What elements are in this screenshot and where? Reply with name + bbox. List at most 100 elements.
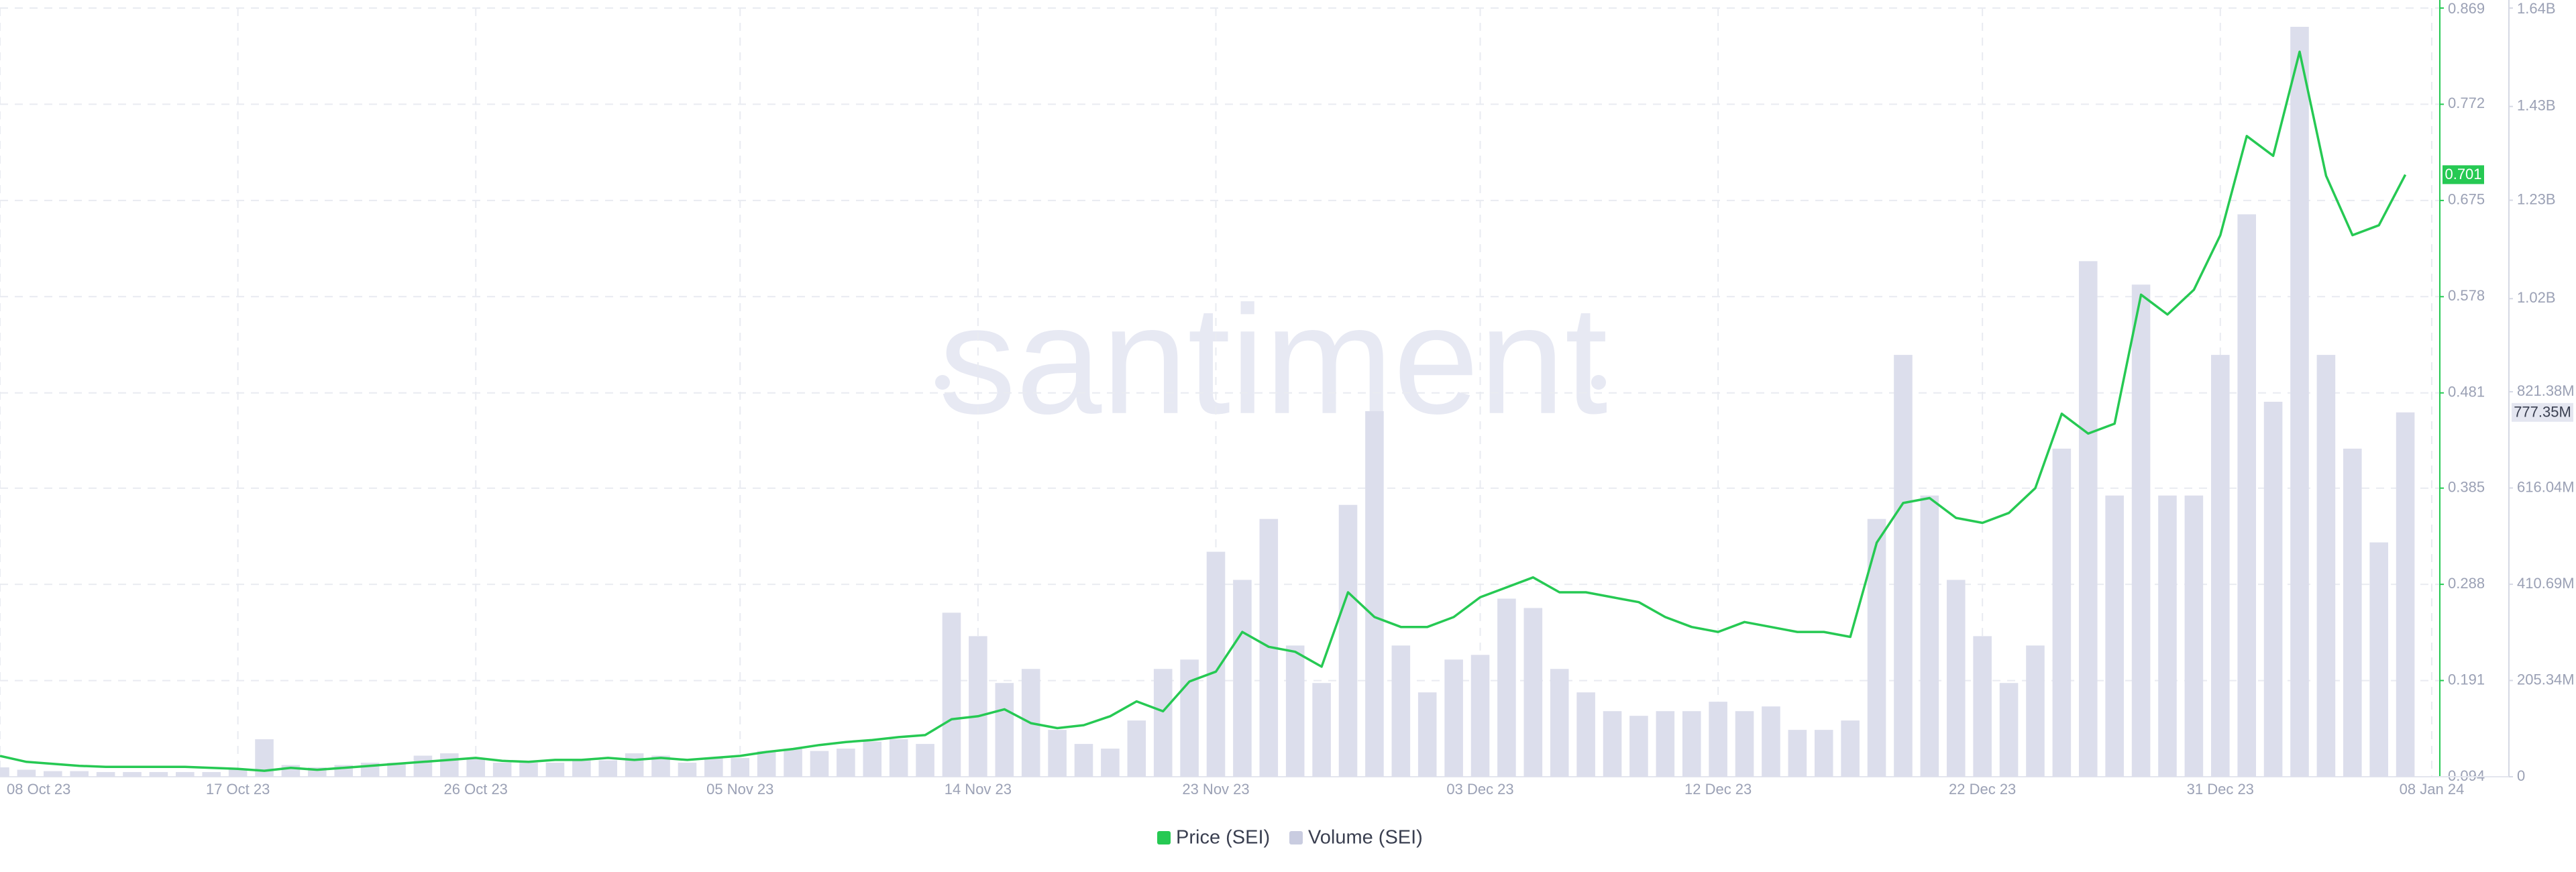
volume-bar (2343, 448, 2362, 777)
y-tick-label: 0.772 (2448, 95, 2485, 111)
x-tick-label: 12 Dec 23 (1684, 781, 1752, 798)
volume-bar (1523, 608, 1543, 777)
volume-bar (1735, 711, 1754, 777)
volume-bar (1550, 669, 1569, 777)
volume-bar (1762, 706, 1780, 777)
volume-bar (1841, 720, 1860, 777)
volume-bar (2316, 355, 2336, 777)
x-tick-label: 08 Oct 23 (7, 781, 70, 798)
volume-bar (969, 636, 987, 777)
volume-bar (1497, 598, 1516, 777)
volume-bar (1048, 730, 1067, 777)
volume-bar (466, 758, 486, 777)
volume-bar (2078, 261, 2098, 777)
volume-bar (1391, 645, 1411, 777)
price-badge (2443, 165, 2484, 184)
volume-bar (784, 749, 802, 777)
volume-bar (2105, 495, 2124, 777)
volume-bar (1920, 495, 1939, 777)
y2-tick-label: 821.38M (2517, 382, 2575, 399)
y-tick-label: 0.094 (2448, 767, 2485, 784)
watermark: santiment (935, 274, 1608, 446)
volume-bar (44, 771, 62, 777)
volume-bar (1285, 645, 1305, 777)
volume-bar (1656, 711, 1675, 777)
x-tick-label: 31 Dec 23 (2187, 781, 2254, 798)
volume-bar (1629, 716, 1648, 777)
price-badge-label: 0.701 (2445, 166, 2481, 182)
volume-bar (1074, 744, 1093, 777)
volume-bar (678, 763, 697, 777)
volume-bar (1973, 636, 1992, 777)
volume-bar (176, 772, 195, 777)
y2-tick-label: 0 (2517, 767, 2525, 784)
volume-bar (1365, 411, 1384, 777)
volume-bar (2158, 495, 2177, 777)
y2-tick-label: 616.04M (2517, 478, 2575, 495)
volume-bar (1206, 551, 1226, 777)
volume-bar (2396, 412, 2415, 777)
legend-label: Price (SEI) (1176, 827, 1270, 849)
legend-swatch (1157, 831, 1171, 844)
volume-bar (889, 739, 908, 777)
x-tick-label: 17 Oct 23 (206, 781, 270, 798)
volume-bar (704, 758, 723, 777)
volume-bar (995, 683, 1014, 777)
volume-bars (0, 26, 2415, 777)
watermark-dot (1591, 375, 1606, 390)
y-tick-label: 0.675 (2448, 191, 2485, 208)
volume-badge-label: 777.35M (2514, 404, 2571, 421)
volume-bar (1444, 659, 1463, 777)
volume-bar (2290, 26, 2309, 777)
watermark-dot (935, 375, 950, 390)
volume-bar (1470, 655, 1490, 777)
volume-bar (2210, 355, 2230, 777)
volume-bar (1788, 730, 1807, 777)
volume-bar (837, 749, 855, 777)
y-tick-label: 0.385 (2448, 479, 2485, 496)
y2-tick-label: 1.64B (2517, 0, 2556, 17)
volume-bar (1709, 702, 1727, 777)
volume-bar (440, 753, 459, 777)
volume-bar (519, 763, 538, 777)
volume-bar (1603, 711, 1622, 777)
volume-bar (572, 760, 591, 777)
x-tick-label: 03 Dec 23 (1446, 781, 1513, 798)
volume-bar (1999, 683, 2019, 777)
volume-badge (2512, 402, 2573, 422)
y2-tick-label: 410.69M (2517, 575, 2575, 592)
volume-bar (492, 763, 512, 777)
volume-bar (1417, 692, 1437, 777)
y-tick-label: 0.869 (2448, 0, 2485, 17)
volume-bar (810, 751, 829, 777)
volume-bar (17, 769, 36, 777)
volume-bar (1576, 692, 1595, 777)
volume-bar (387, 763, 406, 777)
volume-bar (0, 767, 9, 777)
volume-bar (228, 769, 248, 777)
x-tick-label: 22 Dec 23 (1949, 781, 2016, 798)
volume-bar (1180, 659, 1199, 777)
volume-bar (1814, 730, 1833, 777)
volume-bar (1233, 580, 1252, 777)
volume-bar (2237, 214, 2256, 777)
volume-bar (942, 612, 961, 777)
y2-tick-label: 205.34M (2517, 671, 2575, 688)
volume-bar (2131, 284, 2151, 777)
volume-bar (1682, 711, 1701, 777)
volume-bar (1946, 580, 1966, 777)
volume-bar (2369, 542, 2388, 777)
y2-tick-label: 1.23B (2517, 190, 2556, 207)
volume-bar (731, 758, 750, 777)
volume-bar (2026, 645, 2045, 777)
x-tick-label: 14 Nov 23 (945, 781, 1012, 798)
x-tick-label: 23 Nov 23 (1182, 781, 1249, 798)
y-tick-label: 0.191 (2448, 671, 2485, 688)
volume-bar (1153, 669, 1173, 777)
volume-bar (1338, 504, 1358, 777)
y2-tick-label: 1.02B (2517, 289, 2556, 306)
volume-bar (1101, 749, 1120, 777)
volume-bar (1127, 720, 1146, 777)
volume-bar (149, 772, 168, 777)
volume-bar (757, 751, 776, 777)
